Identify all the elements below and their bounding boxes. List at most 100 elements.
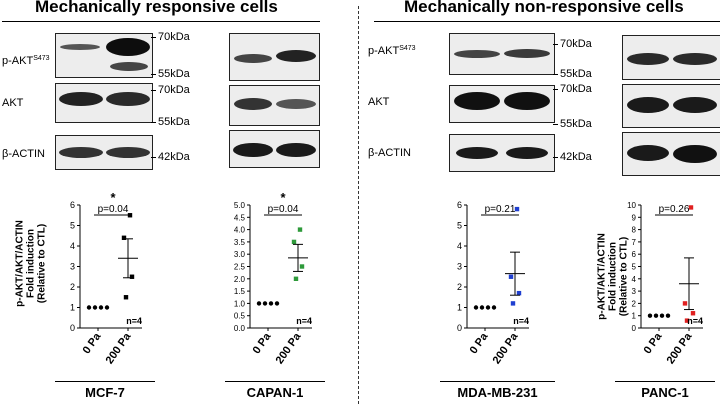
y-tick-label: 4.0: [234, 226, 246, 235]
marker-55kda: 55kDa: [158, 116, 190, 128]
band: [506, 147, 548, 159]
data-point-ctl: [665, 313, 671, 318]
cell-rule-mcf7: [55, 381, 155, 382]
blot-capan1-pakt: [229, 33, 320, 81]
band: [627, 53, 669, 65]
pakt-label: p-AKTS473: [2, 55, 50, 67]
band: [110, 62, 148, 71]
data-point: [129, 274, 135, 279]
y-tick-label: 4: [70, 241, 75, 251]
marker-42kda: 42kDa: [158, 151, 190, 163]
y-tick-label: 4: [632, 275, 637, 284]
band: [106, 92, 150, 106]
marker-tick: [151, 37, 156, 38]
data-point: [510, 301, 516, 306]
data-point: [690, 311, 696, 316]
y-tick-label: 2: [70, 282, 75, 292]
cell-label-mcf7: MCF-7: [85, 385, 125, 400]
blot-panc1-pakt: [622, 35, 720, 80]
y-tick-label: 1: [457, 303, 462, 313]
blot-capan1-akt: [229, 85, 320, 126]
marker-70kda: 70kDa: [560, 38, 592, 50]
y-tick-label: 3.5: [234, 238, 246, 247]
y-tick-label: 1.5: [234, 287, 246, 296]
marker-tick: [151, 74, 156, 75]
band: [276, 99, 316, 109]
marker-70kda: 70kDa: [158, 31, 190, 43]
cell-rule-mdamb231: [440, 381, 555, 382]
data-point: [297, 227, 303, 232]
actin-label-right: β-ACTIN: [368, 147, 411, 159]
blot-capan1-actin: [229, 130, 320, 168]
data-point-ctl: [473, 305, 479, 310]
data-point-ctl: [268, 301, 274, 306]
band: [673, 53, 717, 65]
n-label: n=4: [513, 316, 529, 326]
band: [456, 147, 498, 159]
y-tick-label: 3: [70, 262, 75, 272]
marker-tick: [151, 90, 156, 91]
cell-rule-capan1: [225, 381, 325, 382]
data-point-ctl: [262, 301, 268, 306]
marker-tick: [553, 157, 558, 158]
header-non-responsive: Mechanically non-responsive cells: [404, 0, 684, 16]
y-tick-label: 2.5: [234, 263, 246, 272]
p-value-label: p=0.21: [485, 204, 516, 215]
data-point: [688, 205, 694, 210]
y-tick-label: 8: [632, 226, 637, 235]
y-tick-label: 0: [457, 323, 462, 333]
y-tick-label: 0: [70, 323, 75, 333]
y-tick-label: 1: [70, 303, 75, 313]
p-value-label: p=0.04: [98, 204, 129, 215]
band: [627, 145, 669, 161]
y-tick-label: 4.5: [234, 213, 246, 222]
cell-label-panc1: PANC-1: [641, 385, 689, 400]
marker-70kda: 70kDa: [560, 83, 592, 95]
blot-panc1-akt: [622, 84, 720, 128]
marker-42kda: 42kDa: [560, 151, 592, 163]
data-point-ctl: [104, 305, 110, 310]
akt-label-right: AKT: [368, 96, 390, 108]
data-point: [516, 290, 522, 296]
header-rule-right: [374, 21, 720, 22]
data-point-ctl: [92, 305, 98, 310]
data-point: [291, 239, 297, 245]
band: [627, 97, 669, 113]
band: [276, 50, 316, 62]
band: [106, 38, 150, 56]
data-point: [121, 235, 127, 240]
marker-55kda: 55kDa: [158, 68, 190, 80]
y-tick-label: 3: [457, 262, 462, 272]
y-tick-label: 5: [457, 221, 462, 231]
band: [673, 97, 717, 113]
blot-mda-actin: [449, 134, 555, 172]
y-tick-label: 2: [457, 282, 462, 292]
akt-label: AKT: [2, 97, 24, 109]
band: [454, 50, 500, 58]
y-tick-label: 6: [457, 200, 462, 210]
data-point-ctl: [653, 313, 659, 318]
y-tick-label: 4: [457, 241, 462, 251]
data-point: [684, 318, 690, 323]
data-point-ctl: [485, 305, 491, 310]
marker-70kda: 70kDa: [158, 84, 190, 96]
marker-tick: [553, 44, 558, 45]
y-tick-label: 9: [632, 213, 637, 222]
blot-mcf7-actin: [55, 135, 153, 170]
data-point: [514, 206, 520, 212]
cell-label-capan1: CAPAN-1: [246, 385, 304, 400]
y-tick-label: 10: [627, 201, 636, 210]
cell-label-mdamb231: MDA-MB-231: [457, 385, 538, 400]
blot-mda-pakt: [449, 33, 555, 75]
y-tick-label: 6: [632, 250, 637, 259]
blot-mcf7-pakt: [55, 33, 153, 78]
cell-rule-panc1: [615, 381, 715, 382]
data-point: [299, 264, 305, 269]
n-label: n=4: [687, 316, 703, 326]
data-point-ctl: [659, 313, 665, 318]
pakt-label-right: p-AKTS473: [368, 45, 416, 57]
data-point: [123, 295, 129, 300]
